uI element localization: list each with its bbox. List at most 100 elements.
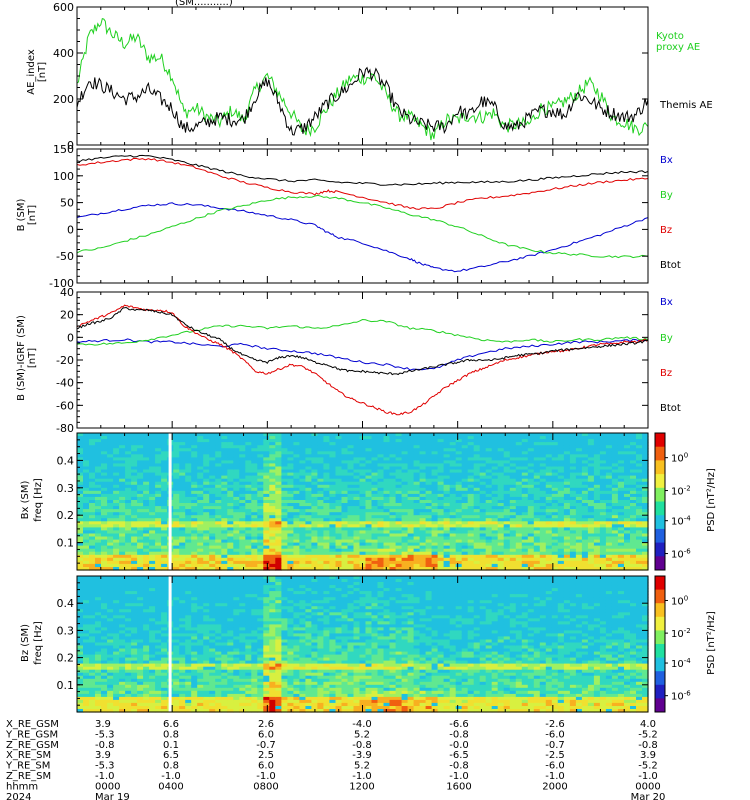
spectrogram-cell <box>509 490 517 495</box>
spectrogram-cell <box>611 518 619 522</box>
spectrogram-cell <box>299 515 306 519</box>
spectrogram-cell <box>347 533 355 538</box>
spectrogram-cell <box>107 609 114 613</box>
spectrogram-cell <box>557 472 565 477</box>
spectrogram-cell <box>515 478 523 483</box>
spectrogram-cell <box>83 630 90 634</box>
spectrogram-cell <box>425 472 433 477</box>
spectrogram-cell <box>263 454 270 458</box>
spectrogram-cell <box>89 639 96 644</box>
spectrogram-cell <box>95 630 102 634</box>
spectrogram-cell <box>497 496 505 501</box>
spectrogram-cell <box>125 454 132 458</box>
spectrogram-cell <box>317 542 324 547</box>
spectrogram-cell <box>533 527 541 531</box>
spectrogram-cell <box>329 478 336 483</box>
spectrogram-cell <box>575 563 583 568</box>
spectrogram-cell <box>263 509 270 513</box>
spectrogram-cell <box>95 545 102 550</box>
spectrogram-cell <box>485 454 493 458</box>
spectrogram-cell <box>149 472 156 477</box>
spectrogram-cell <box>377 506 385 510</box>
spectrogram-cell <box>149 475 156 480</box>
spectrogram-cell <box>143 515 150 519</box>
spectrogram-cell <box>630 503 637 507</box>
spectrogram-cell <box>275 475 282 480</box>
spectrogram-cell <box>605 530 613 534</box>
spectrogram-cell <box>275 454 282 458</box>
spectrogram-cell <box>335 457 343 461</box>
spectrogram-cell <box>479 503 487 507</box>
spectrogram-cell <box>383 484 391 489</box>
spectrogram-cell <box>299 524 306 528</box>
spectrogram-cell <box>299 503 306 507</box>
spectrogram-cell <box>455 527 463 531</box>
spectrogram-cell <box>630 506 637 510</box>
spectrogram-cell <box>479 518 487 522</box>
spectrogram-cell <box>77 678 84 683</box>
spectrogram-cell <box>251 545 258 550</box>
spectrogram-cell <box>449 518 457 522</box>
spectrogram-cell <box>473 521 481 525</box>
spectrogram-cell <box>83 475 90 480</box>
spectrogram-cell <box>323 551 330 556</box>
spectrogram-cell <box>431 506 439 510</box>
spectrogram-cell <box>299 454 306 458</box>
spectrogram-cell <box>491 490 499 495</box>
spectrogram-cell <box>347 478 355 483</box>
spectrogram-cell <box>569 454 577 458</box>
spectrogram-cell <box>485 509 493 513</box>
spectrogram-cell <box>191 445 198 449</box>
spectrogram-cell <box>581 493 589 498</box>
spectrogram-cell <box>599 448 607 452</box>
spectrogram-cell <box>371 451 379 455</box>
spectrogram-cell <box>431 448 439 452</box>
spectrogram-cell <box>515 490 523 495</box>
spectrogram-cell <box>395 490 403 495</box>
spectrogram-cell <box>497 533 505 538</box>
spectrogram-cell <box>419 433 427 437</box>
spectrogram-cell <box>89 594 96 598</box>
spectrogram-cell <box>503 500 511 504</box>
spectrogram-cell <box>101 579 108 583</box>
spectrogram-cell <box>113 512 120 516</box>
spectrogram-cell <box>227 500 234 504</box>
spectrogram-cell <box>593 557 601 562</box>
spectrogram-cell <box>575 530 583 534</box>
spectrogram-cell <box>479 436 487 440</box>
spectrogram-cell <box>359 457 367 461</box>
spectrogram-cell <box>203 542 210 547</box>
spectrogram-cell <box>197 448 204 452</box>
spectrogram-cell <box>269 518 276 522</box>
spectrogram-cell <box>551 539 559 544</box>
spectrogram-cell <box>113 678 120 683</box>
spectrogram-cell <box>137 533 144 538</box>
spectrogram-cell <box>437 448 445 452</box>
spectrogram-cell <box>557 451 565 455</box>
spectrogram-cell <box>383 496 391 501</box>
spectrogram-cell <box>203 451 210 455</box>
spectrogram-cell <box>263 533 270 538</box>
spectrogram-cell <box>407 515 415 519</box>
spectrogram-cell <box>395 436 403 440</box>
spectrogram-cell <box>624 506 631 510</box>
spectrogram-cell <box>545 436 553 440</box>
spectrogram-cell <box>281 475 288 480</box>
spectrogram-cell <box>642 506 649 510</box>
spectrogram-cell <box>89 500 96 504</box>
spectrogram-cell <box>173 439 180 443</box>
spectrogram-cell <box>569 542 577 547</box>
spectrogram-cell <box>155 466 162 471</box>
spectrogram-cell <box>275 448 282 452</box>
spectrogram-cell <box>83 615 90 619</box>
spectrogram-cell <box>545 548 553 553</box>
spectrogram-cell <box>89 690 96 695</box>
spectrogram-cell <box>251 451 258 455</box>
spectrogram-cell <box>347 466 355 471</box>
spectrogram-cell <box>449 439 457 443</box>
spectrogram-cell <box>263 466 270 471</box>
spectrogram-cell <box>509 484 517 489</box>
spectrogram-cell <box>89 684 96 689</box>
spectrogram-cell <box>143 475 150 480</box>
spectrogram-cell <box>257 451 264 455</box>
